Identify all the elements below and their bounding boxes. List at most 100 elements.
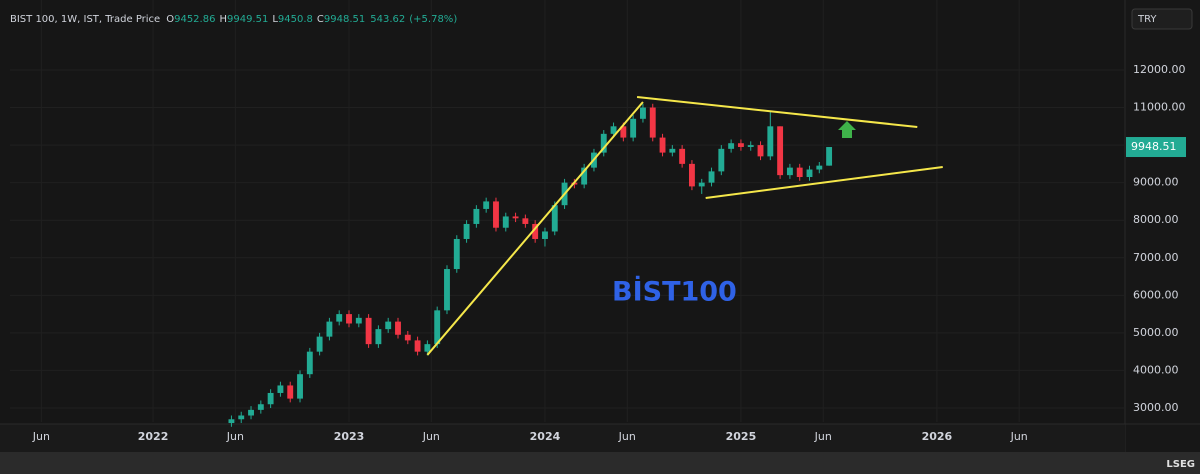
candle-body [444,269,450,311]
last-price-label: 9948.51 [1131,140,1177,153]
x-tick-label: 2023 [334,430,365,443]
x-tick-label: 2025 [726,430,757,443]
grid [10,0,1125,422]
x-tick-label: 2024 [530,430,561,443]
header-part: 9452.86 [174,14,215,25]
candle-body [610,126,617,134]
header-part: L [272,14,278,25]
candle-body [826,147,833,166]
candle-body [737,143,744,147]
candle-body [404,334,411,341]
y-tick-label: 4000.00 [1133,363,1179,376]
header-part: BIST 100, 1W, IST, Trade Price [10,14,160,25]
candle-body [522,218,529,224]
candle-body [698,182,705,187]
candle-body [277,385,284,393]
watermark: LSEG [1166,459,1195,470]
y-tick-label: 9000.00 [1133,176,1179,189]
candle-body [767,126,774,157]
up-arrow [838,121,856,138]
candle-body [306,351,313,375]
candle-body [669,148,676,153]
header: BIST 100, 1W, IST, Trade Price O9452.86 H9… [10,14,457,25]
candle-body [688,163,695,187]
trendline [636,95,918,128]
candle-body [346,314,352,324]
candle-body [806,169,813,178]
marks [228,95,943,427]
candle-body [718,148,725,172]
candle-body [542,231,548,239]
y-tick-label: 6000.00 [1133,288,1179,301]
candle-body [267,392,274,405]
trendline [705,165,943,199]
header-part: C [317,14,324,25]
candle-body [463,223,470,239]
currency-box[interactable] [1131,8,1193,30]
candle-body [453,238,460,270]
candle-body [355,317,362,324]
candle-body [757,145,764,157]
candle-body [659,137,666,153]
candle-body [630,118,637,138]
candle-body [786,167,793,176]
x-tick-label: Jun [1010,430,1028,443]
candle-body [620,126,627,138]
currency[interactable]: TRY [1137,14,1157,25]
y-tick-label: 12000.00 [1133,63,1186,76]
last-price-tag [1126,137,1186,158]
candle-body [796,167,803,178]
candle-body [473,208,480,224]
header-part: 9450.8 [278,14,313,25]
header-part: 9948.51 [324,14,365,25]
candle-body [434,310,441,345]
candle-body [336,314,343,322]
trendline [426,101,644,356]
candle-body [228,419,235,424]
y-tick-label: 7000.00 [1133,251,1179,264]
header-part: (+5.78%) [409,14,457,25]
header-part: O [166,14,174,25]
candle-body [365,317,372,345]
candle-body [248,409,254,416]
candle-body [483,201,490,209]
candle-body [679,148,686,164]
y-tick-label: 11000.00 [1133,101,1186,114]
candle-body [316,336,323,352]
candle-body [728,143,735,149]
candle-body [512,216,519,219]
candle-body [395,321,401,335]
candle-body [326,321,333,337]
x-tick-label: 2026 [922,430,953,443]
candle-body [600,133,607,153]
candle-body [257,404,264,410]
candle-body [238,415,245,420]
time-axis-bg [0,424,1125,452]
y-tick-label: 3000.00 [1133,401,1179,414]
candle-body [581,167,588,185]
candle-body [747,145,754,147]
price-axis-bg [1125,0,1200,452]
x-tick-label: 2022 [138,430,169,443]
candle-body [424,344,431,352]
candle-body [640,107,646,119]
candle-body [375,329,382,345]
y-tick-label: 8000.00 [1133,213,1179,226]
candle-body [493,201,499,228]
candle-body [532,223,539,239]
candle-body [297,374,303,399]
footer-bar [0,452,1200,474]
candle-body [551,205,558,232]
x-tick-label: Jun [32,430,50,443]
candle-body [777,126,784,176]
x-tick-label: Jun [422,430,440,443]
annotation: BİST100 [612,276,737,308]
x-tick-label: Jun [226,430,244,443]
candle-body [816,165,823,170]
header-part: H [219,14,227,25]
x-tick-label: Jun [618,430,636,443]
header-part: 9949.51 [227,14,268,25]
